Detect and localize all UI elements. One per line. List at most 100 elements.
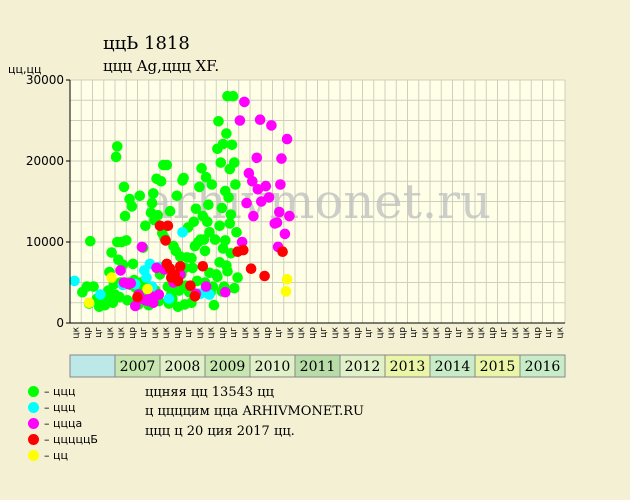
data-point-green — [217, 243, 229, 254]
data-point-green — [209, 234, 221, 245]
data-point-green — [190, 203, 202, 215]
data-point-green — [221, 128, 232, 139]
data-point-magenta — [243, 167, 255, 179]
data-point-green — [206, 179, 218, 190]
data-point-green — [229, 282, 240, 294]
data-point-green — [225, 209, 237, 220]
data-point-magenta — [274, 206, 285, 218]
data-point-yellow — [106, 272, 117, 283]
data-point-magenta — [241, 197, 252, 209]
data-point-cyan — [163, 293, 175, 305]
legend-item-5: – цц — [28, 449, 68, 462]
legend-label: – цц — [44, 449, 68, 462]
quarter-label: цг — [94, 327, 104, 338]
data-point-magenta — [284, 210, 295, 222]
legend-swatch — [28, 418, 39, 429]
quarter-label: цр — [173, 327, 183, 339]
data-point-magenta — [151, 262, 162, 274]
year-label: 2010 — [255, 359, 291, 375]
data-point-green — [220, 235, 231, 246]
data-point-green — [220, 185, 231, 197]
year-label: 2015 — [480, 359, 516, 375]
quarter-label: цр — [218, 327, 228, 339]
data-point-green — [196, 163, 207, 174]
quarter-label: цк — [420, 326, 430, 338]
quarter-label: цк — [297, 326, 307, 338]
year-label: 2016 — [525, 359, 561, 375]
data-point-green — [224, 163, 236, 175]
data-point-magenta — [260, 180, 272, 192]
data-point-magenta — [115, 265, 126, 276]
legend-swatch — [28, 450, 39, 461]
data-point-red — [277, 246, 288, 257]
quarter-label: цк — [105, 326, 115, 338]
data-point-green — [215, 157, 227, 168]
info-date: ццц ц 20 ция 2017 цц. — [145, 424, 295, 439]
quarter-label: цр — [128, 327, 138, 339]
data-point-red — [160, 235, 171, 246]
quarter-label: цг — [544, 327, 554, 338]
data-point-green — [216, 202, 228, 214]
data-point-magenta — [275, 179, 286, 190]
year-label: 2012 — [345, 359, 381, 375]
data-point-magenta — [263, 192, 275, 203]
data-point-green — [208, 299, 220, 311]
data-point-green — [155, 176, 167, 187]
data-point-magenta — [220, 286, 231, 298]
data-point-green — [232, 272, 243, 283]
info-average-price: ццняя цц 13543 цц — [145, 385, 274, 400]
quarter-label: цк — [432, 326, 442, 338]
data-point-green — [213, 116, 224, 127]
year-label: 2007 — [120, 359, 156, 375]
data-point-green — [164, 205, 176, 217]
data-point-cyan — [177, 227, 188, 238]
y-tick-label: 0 — [56, 316, 64, 330]
quarter-label: цк — [510, 326, 520, 338]
data-point-red — [197, 261, 209, 272]
data-point-magenta — [279, 228, 291, 240]
legend-swatch — [28, 402, 39, 413]
y-tick-label: 20000 — [26, 154, 64, 168]
data-point-green — [140, 220, 151, 232]
quarter-label: цр — [443, 327, 453, 339]
data-point-red — [154, 220, 166, 232]
legend-label: – цццццБ — [44, 433, 98, 446]
data-point-green — [194, 181, 205, 193]
data-point-cyan — [141, 272, 152, 283]
quarter-label: цк — [465, 326, 475, 338]
data-point-magenta — [254, 114, 266, 125]
legend-item-2: – ццц — [28, 401, 75, 414]
year-cell-empty — [69, 354, 116, 378]
legend-swatch — [28, 434, 39, 445]
data-point-green — [168, 240, 179, 252]
data-point-magenta — [276, 153, 287, 164]
data-point-green — [224, 218, 236, 229]
data-point-green — [103, 285, 114, 296]
legend-swatch — [28, 386, 39, 397]
quarter-label: цр — [83, 327, 93, 339]
data-point-green — [212, 271, 223, 283]
year-label: 2013 — [390, 359, 426, 375]
data-point-magenta — [247, 176, 258, 187]
data-point-red — [245, 263, 257, 275]
data-point-green — [188, 216, 200, 228]
quarter-label: цг — [364, 327, 374, 338]
data-point-red — [162, 220, 174, 232]
quarter-label: цг — [409, 327, 419, 338]
data-point-green — [126, 201, 138, 212]
data-point-magenta — [236, 236, 248, 248]
data-point-green — [122, 295, 133, 306]
data-point-green — [146, 197, 158, 209]
data-point-red — [132, 291, 143, 303]
quarter-label: цк — [207, 326, 217, 338]
data-point-magenta — [130, 300, 141, 312]
chart-subtitle: ццц Ag,ццц XF. — [103, 57, 220, 75]
data-point-green — [106, 247, 117, 258]
data-point-green — [217, 138, 229, 150]
data-point-cyan — [95, 289, 106, 300]
data-point-green — [148, 188, 159, 199]
data-point-green — [161, 159, 173, 171]
quarter-label: цк — [387, 326, 397, 338]
quarter-label: цк — [72, 326, 82, 338]
legend-item-1: – ццц — [28, 385, 75, 398]
